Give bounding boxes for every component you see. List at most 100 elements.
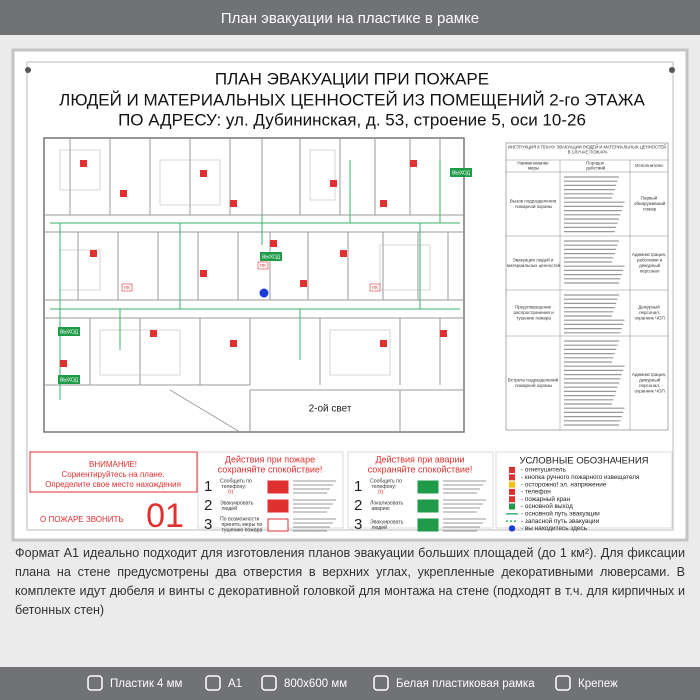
phone-icon bbox=[200, 270, 207, 277]
phone-icon bbox=[440, 330, 447, 337]
attention-title: ВНИМАНИЕ! bbox=[89, 460, 137, 469]
actions-subtitle: сохраняйте спокойствие! bbox=[368, 464, 473, 474]
attention-box bbox=[29, 451, 198, 493]
instruction-title: ИНСТРУКЦИЯ К ПЛАНУ ЭВАКУАЦИИ ЛЮДЕЙ И МАТ… bbox=[508, 145, 666, 155]
legend-swatch bbox=[509, 474, 515, 481]
board-title: ЛЮДЕЙ И МАТЕРИАЛЬНЫХ ЦЕННОСТЕЙ ИЗ ПОМЕЩЕ… bbox=[59, 90, 645, 109]
phone-icon bbox=[410, 160, 417, 167]
phone-icon bbox=[380, 200, 387, 207]
phone-icon bbox=[90, 250, 97, 257]
exit-sign bbox=[450, 168, 472, 177]
legend-swatch bbox=[509, 503, 515, 510]
hydrant-tag bbox=[121, 283, 133, 292]
executor-cell: Первый обнаруживший пожар bbox=[633, 195, 666, 212]
actions-title: Действия при аварии bbox=[375, 454, 464, 464]
hydrant-tag-text: ПК bbox=[124, 285, 130, 290]
legend-item: - кнопка ручного пожарного извещателя bbox=[521, 474, 640, 481]
step-icon bbox=[267, 480, 289, 494]
footer-item: Крепеж bbox=[578, 678, 618, 690]
plan-room-detail bbox=[99, 329, 181, 376]
executor-cell: Дежурный персонал, охранник ЧОП bbox=[633, 304, 664, 321]
table-column-head: Порядок действий bbox=[585, 161, 606, 171]
phone-icon bbox=[330, 180, 337, 187]
legend-title: УСЛОВНЫЕ ОБОЗНАЧЕНИЯ bbox=[519, 456, 648, 467]
legend-item: - телефон bbox=[521, 489, 551, 496]
you-are-here bbox=[259, 288, 269, 298]
step-text: По возможности принять меры по тушению п… bbox=[220, 517, 263, 534]
phone-icon bbox=[150, 330, 157, 337]
phone-icon bbox=[80, 160, 87, 167]
phone-icon bbox=[120, 190, 127, 197]
hydrant-tag bbox=[369, 283, 381, 292]
plan-room-detail bbox=[309, 149, 336, 201]
step-number: 2 bbox=[204, 497, 212, 514]
exit-sign-text: ВЫХОД bbox=[452, 170, 471, 176]
step-icon bbox=[267, 499, 289, 513]
footer-icon bbox=[87, 675, 103, 691]
measure-cell: Эвакуация людей и материальных ценностей bbox=[506, 256, 561, 268]
exit-sign bbox=[260, 252, 282, 261]
step-phone: 01 bbox=[378, 489, 384, 495]
board-border bbox=[26, 61, 674, 531]
phone-icon bbox=[270, 240, 277, 247]
phone-icon bbox=[230, 340, 237, 347]
hydrant-tag bbox=[257, 261, 269, 270]
legend-item: - запасной путь эвакуации bbox=[521, 517, 600, 525]
step-icon bbox=[267, 518, 289, 532]
instruction-table bbox=[505, 142, 669, 431]
header-bar bbox=[0, 0, 700, 35]
plan-outline bbox=[43, 137, 465, 433]
step-number: 2 bbox=[354, 497, 362, 514]
step-number: 3 bbox=[354, 516, 362, 533]
step-text: Эвакуировать людей bbox=[220, 501, 254, 513]
header-title: План эвакуации на пластике в рамке bbox=[221, 10, 479, 27]
phone-icon bbox=[380, 340, 387, 347]
legend-item: - основной путь эвакуации bbox=[521, 509, 600, 517]
call-label: О ПОЖАРЕ ЗВОНИТЬ bbox=[40, 515, 124, 524]
hydrant-tag-text: ПК bbox=[260, 263, 266, 268]
legend-item: - пожарный кран bbox=[521, 495, 571, 503]
grommet bbox=[25, 67, 31, 73]
footer-icon bbox=[205, 675, 221, 691]
measure-cell: Вызов подразделения пожарной охраны bbox=[510, 198, 557, 209]
footer-icon bbox=[555, 675, 571, 691]
step-number: 1 bbox=[204, 478, 212, 495]
exit-sign bbox=[58, 327, 80, 336]
executor-cell: Администрация, дежурный персонал, охранн… bbox=[632, 372, 666, 394]
phone-icon bbox=[300, 280, 307, 287]
exit-sign-text: ВЫХОД bbox=[60, 329, 79, 335]
phone-icon bbox=[340, 250, 347, 257]
footer-bar bbox=[0, 667, 700, 700]
plan-room-detail bbox=[59, 149, 101, 191]
legend-item: - вы находитесь здесь bbox=[521, 525, 588, 532]
actions-subtitle: сохраняйте спокойствие! bbox=[218, 464, 323, 474]
legend-item: - огнетушитель bbox=[521, 467, 566, 474]
footer-icon bbox=[373, 675, 389, 691]
step-text: Сообщить по телефону: bbox=[220, 479, 252, 491]
description: Формат А1 идеально подходит для изготовл… bbox=[15, 546, 685, 617]
legend-box bbox=[495, 451, 673, 529]
phone-icon bbox=[200, 170, 207, 177]
phone-icon bbox=[60, 360, 67, 367]
footer-item: Белая пластиковая рамка bbox=[396, 678, 535, 690]
phone-icon bbox=[230, 200, 237, 207]
step-number: 3 bbox=[204, 516, 212, 533]
step-icon bbox=[417, 518, 439, 532]
step-text: Локализовать аварию bbox=[370, 501, 404, 513]
legend-swatch bbox=[508, 525, 516, 532]
legend-swatch bbox=[509, 488, 515, 495]
legend-item: - основной выход bbox=[521, 502, 573, 510]
plan-room-detail bbox=[379, 244, 431, 291]
step-text: Эвакуировать людей bbox=[370, 520, 404, 532]
board-title: ПЛАН ЭВАКУАЦИИ ПРИ ПОЖАРЕ bbox=[215, 69, 489, 88]
board-title: ПО АДРЕСУ: ул. Дубининская, д. 53, строе… bbox=[118, 110, 586, 129]
step-icon bbox=[417, 480, 439, 494]
exit-sign-text: ВЫХОД bbox=[60, 377, 79, 383]
attention-line: Сориентируйтесь на плане. bbox=[61, 470, 164, 479]
attention-line: Определите свое место нахождения bbox=[45, 480, 181, 489]
step-phone: 01 bbox=[228, 489, 234, 495]
table-column-head: Исполнители bbox=[635, 163, 663, 168]
plan-room-detail bbox=[329, 329, 391, 376]
